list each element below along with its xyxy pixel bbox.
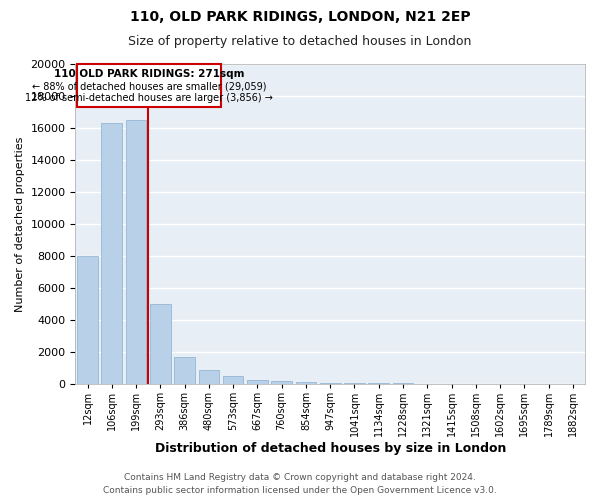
- Bar: [247, 380, 268, 384]
- Y-axis label: Number of detached properties: Number of detached properties: [15, 136, 25, 312]
- Bar: [126, 120, 146, 384]
- Text: 110, OLD PARK RIDINGS, LONDON, N21 2EP: 110, OLD PARK RIDINGS, LONDON, N21 2EP: [130, 10, 470, 24]
- Bar: [271, 381, 292, 384]
- Text: Size of property relative to detached houses in London: Size of property relative to detached ho…: [128, 35, 472, 48]
- Bar: [150, 304, 170, 384]
- Text: 12% of semi-detached houses are larger (3,856) →: 12% of semi-detached houses are larger (…: [25, 94, 273, 104]
- Bar: [296, 382, 316, 384]
- Bar: [77, 256, 98, 384]
- Text: Contains HM Land Registry data © Crown copyright and database right 2024.
Contai: Contains HM Land Registry data © Crown c…: [103, 474, 497, 495]
- Bar: [199, 370, 219, 384]
- X-axis label: Distribution of detached houses by size in London: Distribution of detached houses by size …: [155, 442, 506, 455]
- Bar: [320, 382, 341, 384]
- Bar: [223, 376, 244, 384]
- Text: 110 OLD PARK RIDINGS: 271sqm: 110 OLD PARK RIDINGS: 271sqm: [53, 69, 244, 79]
- Text: ← 88% of detached houses are smaller (29,059): ← 88% of detached houses are smaller (29…: [32, 81, 266, 91]
- Bar: [344, 383, 365, 384]
- Bar: [174, 357, 195, 384]
- Bar: [101, 123, 122, 384]
- Bar: [77, 64, 221, 107]
- Bar: [368, 383, 389, 384]
